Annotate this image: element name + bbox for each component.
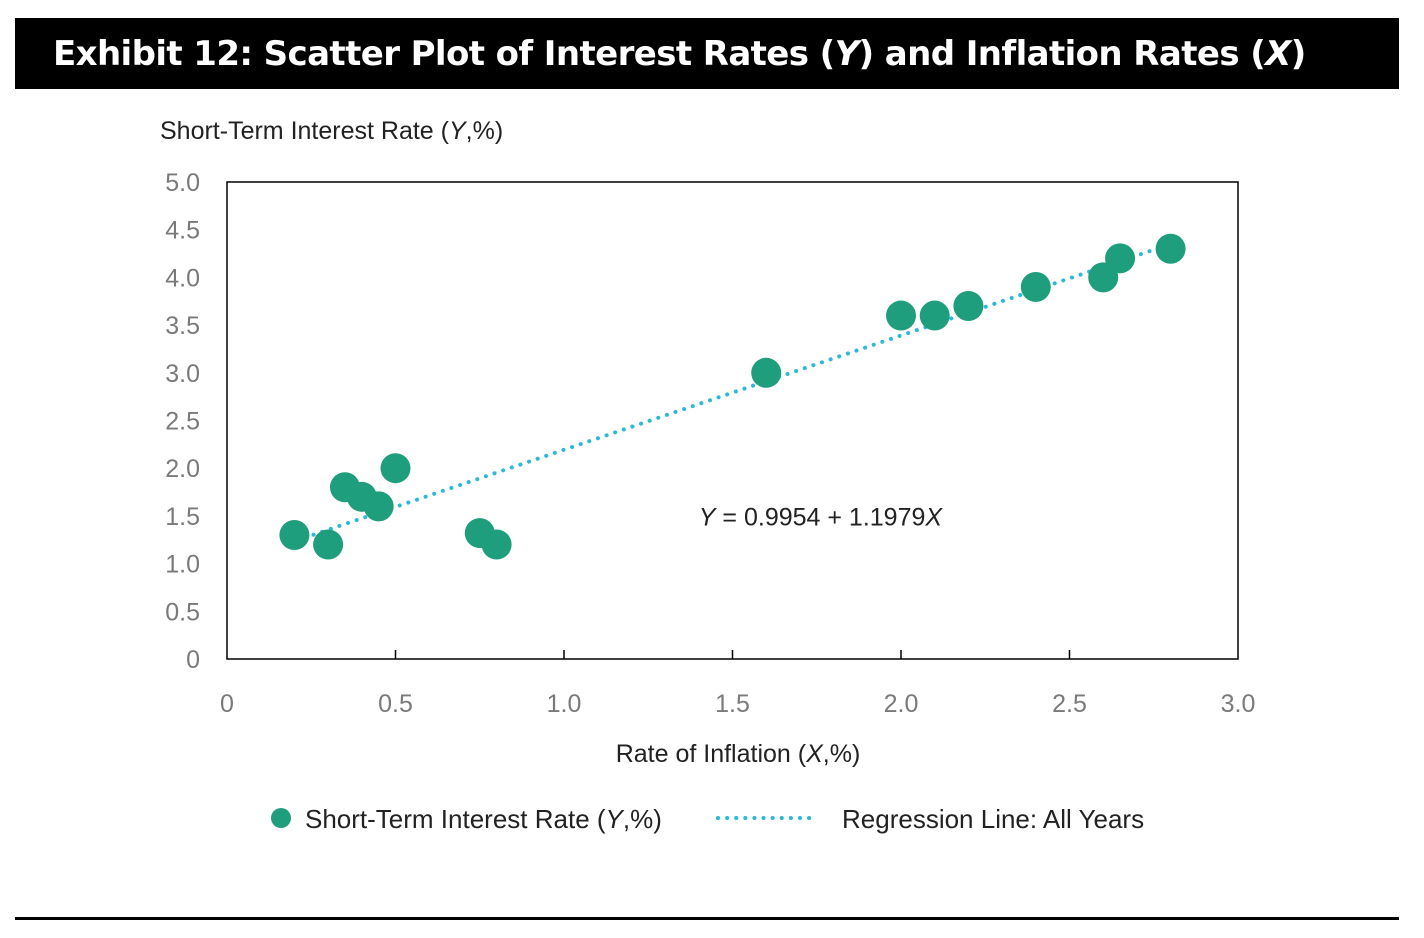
regression-line [285,242,1173,546]
legend: Short-Term Interest Rate (Y,%) Regressio… [271,804,1144,834]
y-tick-label: 2.5 [165,408,200,436]
scatter-point [363,491,394,522]
x-tick-label: 2.0 [884,690,919,718]
scatter-point [1020,271,1051,302]
legend-marker-interest-rate [271,808,291,828]
scatter-point [751,357,782,388]
scatter-point [1155,233,1186,264]
x-tick-marks [394,650,1071,659]
y-axis-title: Short-Term Interest Rate (Y,%) [160,117,503,145]
scatter-point [313,529,344,560]
y-tick-label: 5.0 [165,169,200,197]
y-tick-labels: 0 0.5 1.0 1.5 2.0 2.5 3.0 3.5 4.0 4.5 5.0 [165,169,200,674]
legend-label-regression: Regression Line: All Years [842,804,1144,834]
x-axis-title: Rate of Inflation (X,%) [616,740,861,768]
y-tick-label: 4.5 [165,217,200,245]
x-tick-labels: 0 0.5 1.0 1.5 2.0 2.5 3.0 [220,690,1255,718]
scatter-point [953,291,984,322]
x-tick-label: 1.0 [547,690,582,718]
y-tick-label: 2.0 [165,455,200,483]
y-tick-label: 4.0 [165,264,200,292]
exhibit-title: Exhibit 12: Scatter Plot of Interest Rat… [53,33,1306,74]
y-tick-label: 1.0 [165,551,200,579]
scatter-point [886,300,916,331]
legend-label-interest-rate: Short-Term Interest Rate (Y,%) [305,804,662,834]
plot-area-frame [226,181,1239,660]
y-tick-label: 3.5 [165,312,200,340]
regression-equation: Y = 0.9954 + 1.1979X [699,503,944,531]
scatter-points [279,233,1186,560]
x-tick-label: 3.0 [1221,690,1256,718]
y-tick-label: 1.5 [165,503,200,531]
scatter-point [481,529,512,560]
bottom-rule [15,917,1399,920]
scatter-point [1105,243,1136,274]
y-tick-label: 0.5 [165,598,200,626]
y-tick-label: 0 [186,646,200,674]
scatter-point [919,300,950,331]
y-tick-label: 3.0 [165,360,200,388]
x-tick-label: 0.5 [378,690,413,718]
exhibit-title-bar: Exhibit 12: Scatter Plot of Interest Rat… [15,18,1399,89]
x-tick-label: 2.5 [1052,690,1087,718]
scatter-point [380,453,411,484]
x-tick-label: 1.5 [715,690,750,718]
x-tick-label: 0 [220,690,234,718]
scatter-point [279,519,310,550]
